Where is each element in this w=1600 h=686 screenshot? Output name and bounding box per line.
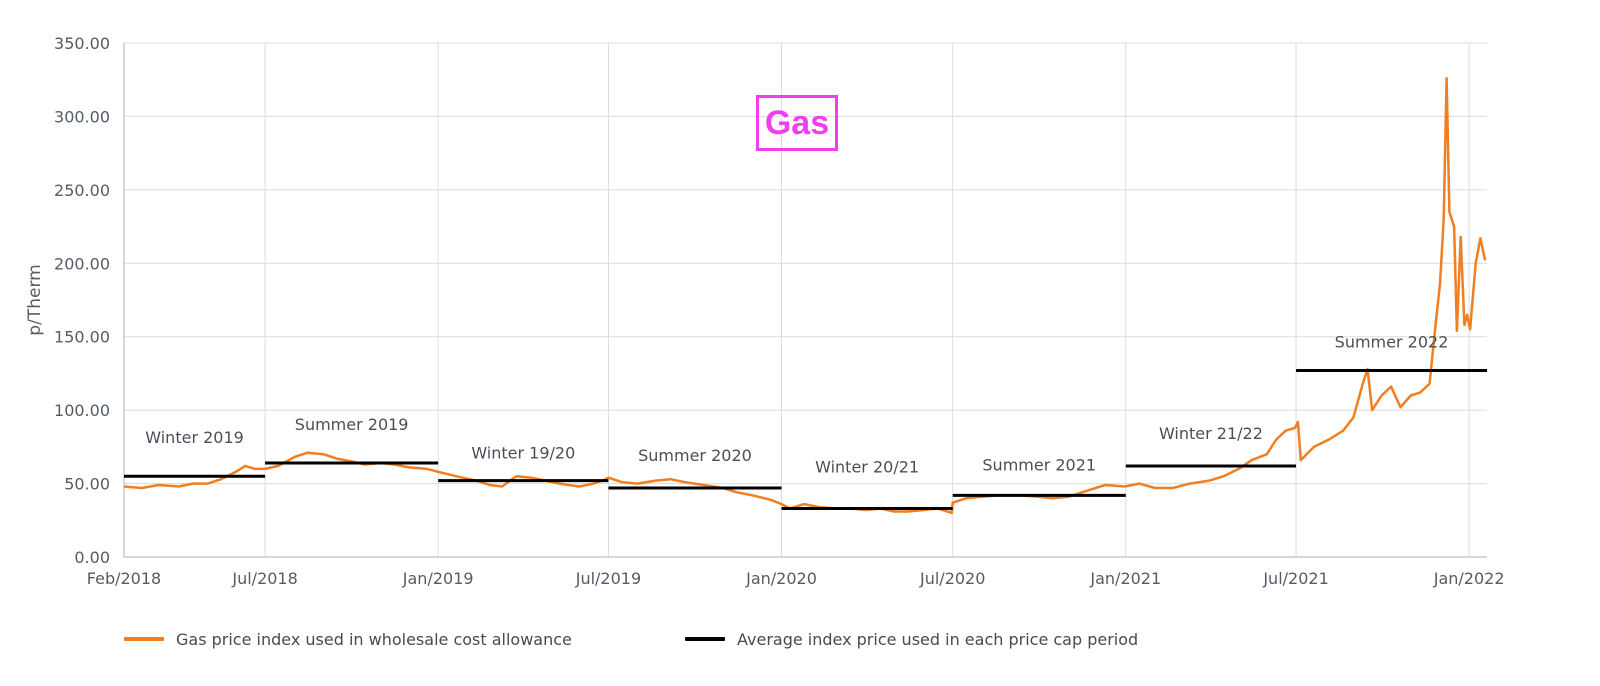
y-tick-label: 300.00 <box>54 107 110 126</box>
legend-gas: Gas price index used in wholesale cost a… <box>124 626 572 652</box>
period-label: Summer 2020 <box>638 446 752 465</box>
y-tick-label: 150.00 <box>54 328 110 347</box>
period-label: Summer 2021 <box>982 455 1096 474</box>
period-labels: Winter 2019 Summer 2019 Winter 19/20 Summer… <box>145 332 1448 476</box>
x-tick-label: Jan/2022 <box>1433 569 1505 588</box>
y-tick-label: 50.00 <box>64 475 110 494</box>
x-tick-label: Jul/2021 <box>1262 569 1328 588</box>
y-tick-label: 0.00 <box>74 548 110 567</box>
x-tick-label: Jan/2019 <box>402 569 474 588</box>
x-tick-label: Jan/2021 <box>1089 569 1161 588</box>
legend-gas-label: Gas price index used in wholesale cost a… <box>176 629 572 649</box>
period-label: Summer 2022 <box>1335 332 1449 351</box>
y-axis: 0.00 50.00 100.00 150.00 200.00 250.00 300.00 3… <box>54 34 125 567</box>
y-tick-label: 350.00 <box>54 34 110 53</box>
legend-average-swatch <box>685 637 725 641</box>
x-tick-label: Jul/2020 <box>919 569 985 588</box>
grid-lines <box>123 42 1487 558</box>
x-axis: Feb/2018 Jul/2018 Jan/2019 Jul/2019 Jan/2020… <box>87 556 1505 588</box>
period-label: Winter 19/20 <box>471 444 575 463</box>
legend-average: Average index price used in each price c… <box>685 626 1138 652</box>
legend-gas-swatch <box>124 637 164 641</box>
x-tick-label: Jul/2018 <box>231 569 297 588</box>
x-tick-label: Jul/2019 <box>575 569 641 588</box>
period-label: Winter 20/21 <box>815 458 919 477</box>
x-tick-label: Jan/2020 <box>745 569 817 588</box>
y-tick-label: 100.00 <box>54 401 110 420</box>
period-label: Winter 21/22 <box>1159 424 1263 443</box>
y-tick-label: 250.00 <box>54 181 110 200</box>
y-tick-label: 200.00 <box>54 254 110 273</box>
gas-badge: Gas <box>756 95 838 151</box>
average-price-segments <box>124 368 1487 511</box>
period-label: Winter 2019 <box>145 428 244 447</box>
period-label: Summer 2019 <box>295 415 409 434</box>
y-axis-label: p/Therm <box>25 264 45 335</box>
legend-average-label: Average index price used in each price c… <box>737 629 1139 649</box>
x-tick-label: Feb/2018 <box>87 569 161 588</box>
